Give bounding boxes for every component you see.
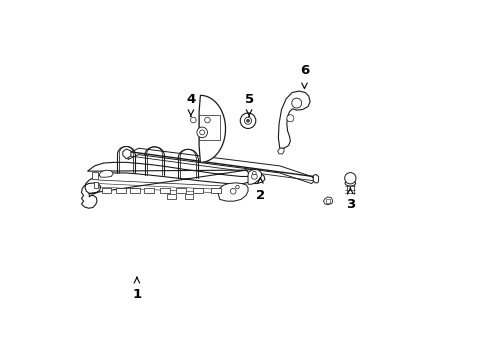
Bar	[116, 188, 125, 193]
Polygon shape	[323, 197, 332, 205]
Polygon shape	[313, 174, 318, 183]
Circle shape	[291, 98, 301, 108]
Circle shape	[286, 115, 293, 122]
Bar	[143, 188, 154, 193]
Polygon shape	[247, 170, 261, 184]
Text: 4: 4	[186, 93, 195, 106]
Bar	[92, 171, 98, 179]
Polygon shape	[277, 148, 284, 154]
Bar	[93, 182, 98, 189]
Text: 5: 5	[244, 93, 253, 106]
Circle shape	[240, 113, 255, 129]
Ellipse shape	[345, 180, 355, 186]
Circle shape	[235, 185, 239, 189]
Text: 2: 2	[255, 189, 264, 202]
Polygon shape	[128, 148, 314, 184]
Polygon shape	[122, 149, 131, 159]
Bar	[102, 188, 111, 193]
Bar	[193, 188, 203, 193]
Circle shape	[246, 119, 249, 122]
Circle shape	[190, 117, 196, 123]
Circle shape	[230, 189, 236, 194]
Text: 3: 3	[345, 198, 354, 211]
Circle shape	[252, 171, 256, 175]
Text: 1: 1	[132, 288, 141, 301]
Polygon shape	[199, 95, 225, 162]
Circle shape	[199, 130, 204, 135]
Bar	[210, 188, 221, 193]
Circle shape	[344, 172, 355, 184]
Circle shape	[204, 117, 210, 123]
Bar	[325, 199, 329, 203]
Polygon shape	[81, 162, 264, 208]
Circle shape	[197, 127, 207, 138]
Bar	[199, 114, 220, 140]
Text: 6: 6	[299, 64, 308, 77]
Bar	[175, 188, 185, 193]
Circle shape	[251, 174, 257, 179]
Bar	[160, 188, 169, 193]
Bar	[130, 188, 140, 193]
Circle shape	[244, 117, 251, 124]
Bar	[166, 194, 175, 199]
Polygon shape	[218, 183, 247, 201]
Polygon shape	[278, 91, 309, 148]
Polygon shape	[99, 170, 113, 177]
Bar	[184, 194, 193, 199]
